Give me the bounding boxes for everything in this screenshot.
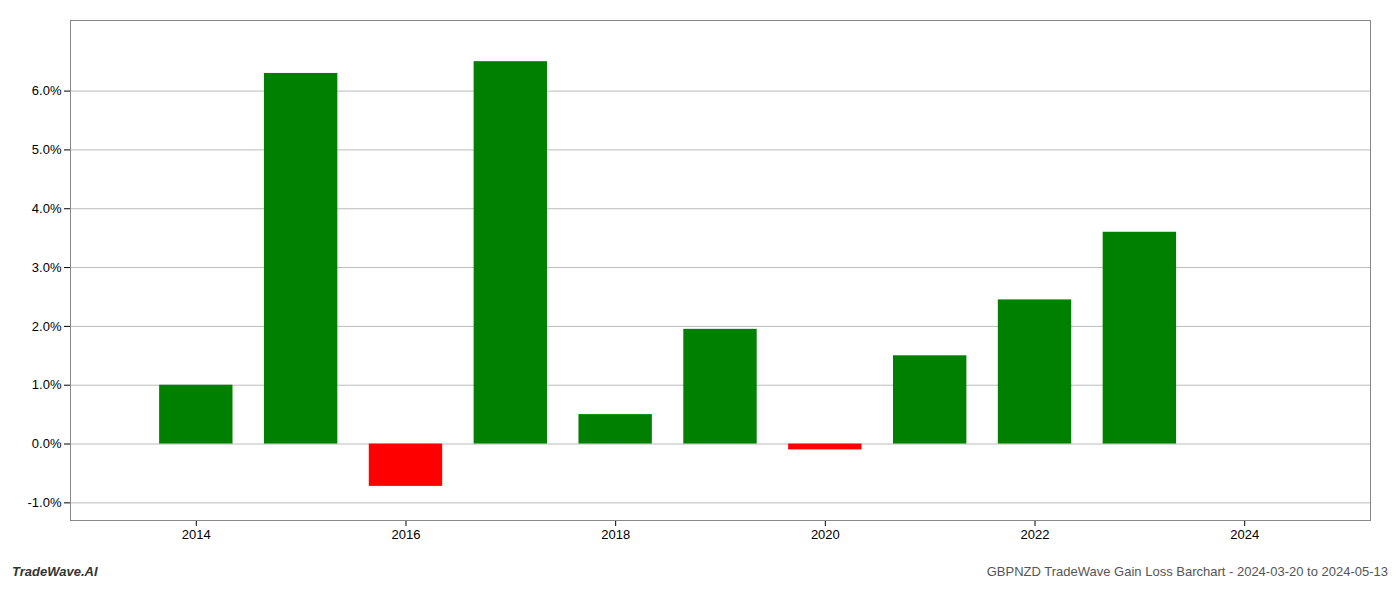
svg-text:2022: 2022 xyxy=(1021,527,1050,542)
svg-text:6.0%: 6.0% xyxy=(32,83,62,98)
svg-text:2.0%: 2.0% xyxy=(32,319,62,334)
svg-text:2020: 2020 xyxy=(811,527,840,542)
svg-text:2024: 2024 xyxy=(1230,527,1259,542)
svg-text:1.0%: 1.0% xyxy=(32,377,62,392)
html-text:TradeWave.AI: TradeWave.AI xyxy=(12,564,98,579)
svg-text:2018: 2018 xyxy=(601,527,630,542)
svg-text:2014: 2014 xyxy=(182,527,211,542)
svg-text:5.0%: 5.0% xyxy=(32,142,62,157)
svg-text:-1.0%: -1.0% xyxy=(28,495,62,510)
svg-text:2016: 2016 xyxy=(392,527,421,542)
html-text:GBPNZD TradeWave Gain Loss Bar: GBPNZD TradeWave Gain Loss Barchart - 20… xyxy=(986,564,1388,579)
svg-text:4.0%: 4.0% xyxy=(32,201,62,216)
svg-text:3.0%: 3.0% xyxy=(32,260,62,275)
svg-text:0.0%: 0.0% xyxy=(32,436,62,451)
